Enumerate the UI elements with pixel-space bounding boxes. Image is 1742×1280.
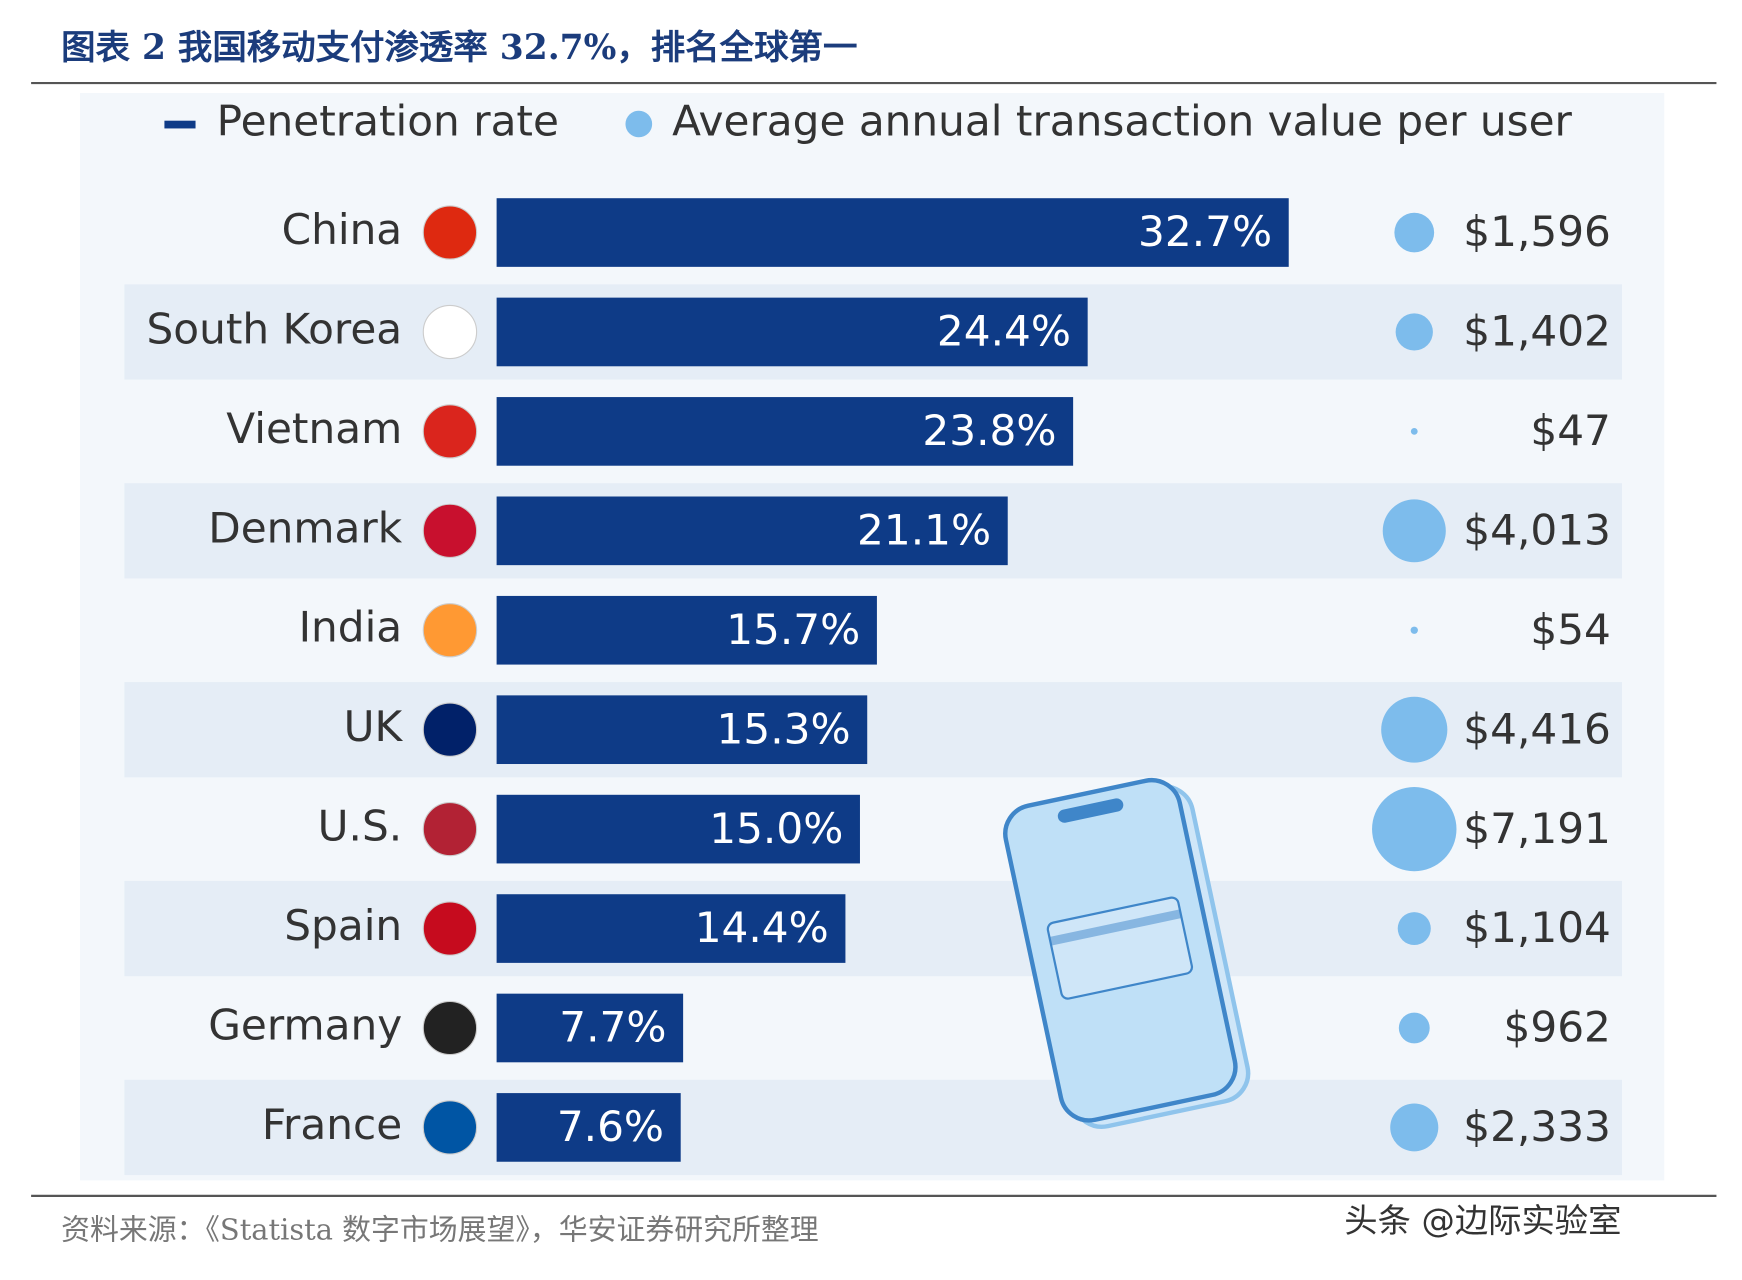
bar [496, 1093, 681, 1162]
bar-value-label: 21.1% [857, 506, 991, 555]
watermark: 头条 @边际实验室 [1344, 1201, 1621, 1240]
bar [496, 198, 1289, 267]
bar-value-label: 15.0% [709, 804, 843, 853]
bar [496, 595, 877, 665]
bar [496, 695, 868, 765]
bar [496, 496, 1008, 566]
flag [422, 304, 478, 360]
bubble-value-label: $1,104 [1463, 903, 1611, 952]
bar-value-label: 15.7% [726, 605, 860, 654]
bubble [1410, 626, 1418, 634]
flag [422, 1000, 478, 1056]
flag [422, 205, 478, 260]
bar [496, 397, 1074, 466]
chart-title: 图表 2 我国移动支付渗透率 32.7%，排名全球第一 [61, 28, 857, 68]
category-label: Denmark [208, 503, 403, 552]
category-label: India [299, 603, 403, 652]
bubble-value-label: $4,416 [1463, 704, 1611, 753]
row-band [124, 682, 1623, 778]
bar [496, 894, 846, 963]
bubble [1394, 212, 1435, 253]
bubble-value-label: $2,333 [1463, 1102, 1611, 1151]
bar-value-label: 24.4% [937, 307, 1071, 356]
legend-swatch [164, 120, 196, 129]
legend-label: Penetration rate [217, 97, 559, 146]
row-band [124, 880, 1623, 977]
bubble-value-label: $1,596 [1463, 207, 1611, 256]
bubble [1382, 499, 1446, 563]
category-label: South Korea [146, 305, 402, 354]
bubble [1398, 1012, 1430, 1044]
bubble [1395, 313, 1433, 351]
bubble-value-label: $47 [1530, 406, 1611, 455]
flag [422, 404, 478, 459]
bar [496, 794, 860, 864]
row-band [124, 1079, 1623, 1176]
legend-label: Average annual transaction value per use… [672, 97, 1572, 146]
category-label: France [262, 1100, 402, 1149]
category-label: U.S. [318, 802, 403, 851]
source-note: 资料来源：《Statista 数字市场展望》，华安证券研究所整理 [61, 1212, 819, 1246]
category-label: Germany [208, 1001, 402, 1050]
category-label: Spain [284, 901, 402, 950]
flag [422, 702, 478, 757]
bar-value-label: 32.7% [1138, 207, 1272, 256]
bubble-value-label: $7,191 [1463, 804, 1611, 853]
bar [496, 993, 684, 1063]
bubble-value-label: $54 [1530, 605, 1611, 654]
flag [422, 603, 478, 658]
bubble-value-label: $4,013 [1463, 506, 1611, 555]
flag [422, 901, 478, 956]
flag [422, 801, 478, 857]
bubble-value-label: $962 [1504, 1003, 1611, 1052]
bar-value-label: 7.6% [557, 1102, 664, 1151]
legend-swatch [625, 110, 653, 138]
category-label: Vietnam [226, 404, 402, 453]
bubble [1410, 427, 1418, 435]
bubble-value-label: $1,402 [1463, 307, 1611, 356]
bar-value-label: 14.4% [695, 903, 829, 952]
flag [422, 1100, 478, 1155]
bubble [1397, 912, 1431, 946]
bar-value-label: 15.3% [717, 704, 851, 753]
bubble [1390, 1103, 1439, 1152]
bar-value-label: 7.7% [559, 1003, 666, 1052]
category-label: China [282, 205, 403, 254]
flag [422, 503, 478, 558]
category-label: UK [344, 702, 404, 751]
phone-illustration [1003, 777, 1251, 1129]
bubble [1372, 787, 1457, 872]
bubble [1381, 696, 1448, 763]
bar-value-label: 23.8% [922, 406, 1056, 455]
bar [496, 297, 1088, 367]
